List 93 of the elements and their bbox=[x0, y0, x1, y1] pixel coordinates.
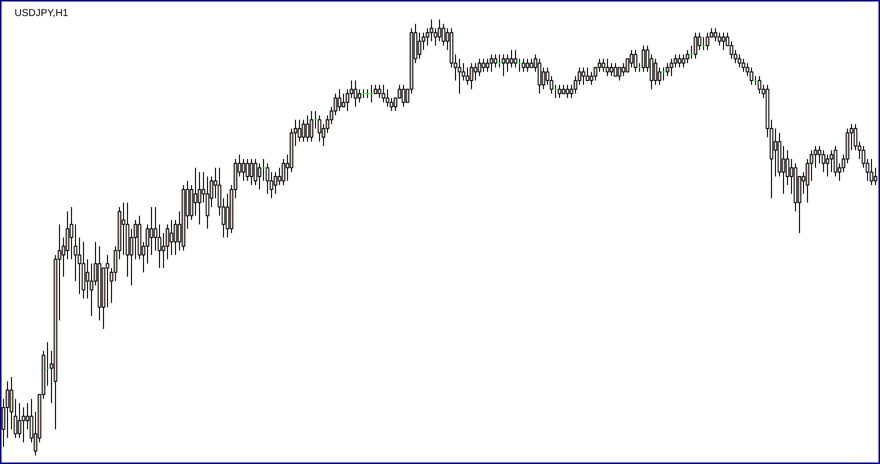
candlestick bbox=[606, 58, 610, 77]
candlestick bbox=[730, 40, 734, 60]
candlestick bbox=[442, 23, 446, 46]
candlestick bbox=[246, 158, 250, 182]
candlestick bbox=[226, 193, 230, 238]
candlestick bbox=[278, 167, 282, 186]
candlestick bbox=[174, 220, 178, 256]
candlestick bbox=[354, 80, 358, 108]
candlestick bbox=[822, 150, 826, 173]
candlestick bbox=[750, 66, 754, 86]
candlestick bbox=[758, 76, 762, 94]
candlestick bbox=[682, 54, 686, 68]
candlestick bbox=[714, 28, 718, 42]
candlestick bbox=[618, 66, 622, 82]
candlestick bbox=[302, 119, 306, 142]
candlestick bbox=[542, 66, 546, 90]
candlestick bbox=[558, 84, 562, 98]
candlestick bbox=[830, 150, 834, 173]
candlestick bbox=[738, 54, 742, 68]
candlestick bbox=[438, 19, 442, 42]
candlestick bbox=[514, 50, 518, 68]
candlestick bbox=[874, 167, 878, 186]
candlestick bbox=[22, 407, 26, 443]
candlestick bbox=[318, 114, 322, 142]
candlestick bbox=[306, 114, 310, 142]
candlestick bbox=[482, 58, 486, 72]
candlestick bbox=[194, 167, 198, 216]
candlestick bbox=[310, 110, 314, 142]
candlestick bbox=[254, 158, 258, 186]
candlestick bbox=[602, 58, 606, 72]
candlestick bbox=[538, 58, 542, 94]
candlestick bbox=[466, 66, 470, 86]
candlestick bbox=[670, 58, 674, 77]
candlestick bbox=[742, 58, 746, 72]
candlestick bbox=[654, 58, 658, 86]
candlestick bbox=[418, 32, 422, 60]
candlestick bbox=[634, 50, 638, 72]
candlestick bbox=[590, 71, 594, 86]
candlestick bbox=[458, 58, 462, 94]
candlestick bbox=[598, 58, 602, 72]
candlestick bbox=[642, 45, 646, 72]
candlestick bbox=[282, 158, 286, 186]
candlestick bbox=[526, 58, 530, 72]
candlestick bbox=[706, 32, 710, 51]
candlestick bbox=[826, 154, 830, 177]
candlestick bbox=[378, 84, 382, 98]
candlestick bbox=[722, 32, 726, 51]
candlestick bbox=[718, 32, 722, 46]
candlestick bbox=[382, 84, 386, 103]
candlestick bbox=[522, 58, 526, 72]
candlestick bbox=[698, 32, 702, 51]
candlestick bbox=[18, 402, 22, 439]
candlestick bbox=[342, 93, 346, 108]
candlestick bbox=[502, 54, 506, 77]
candlestick bbox=[478, 58, 482, 77]
candlestick bbox=[510, 50, 514, 68]
candlestick bbox=[566, 84, 570, 98]
candlestick bbox=[586, 66, 590, 82]
chart-title: USDJPY,H1 bbox=[14, 8, 69, 19]
candlestick bbox=[666, 62, 670, 77]
candlestick bbox=[258, 162, 262, 190]
candlestick bbox=[490, 54, 494, 72]
candlestick bbox=[774, 128, 778, 177]
candlestick bbox=[678, 54, 682, 68]
candlestick bbox=[430, 19, 434, 42]
candlestick bbox=[198, 172, 202, 225]
candlestick bbox=[486, 58, 490, 72]
candlestick bbox=[870, 158, 874, 186]
candlestick bbox=[106, 254, 110, 308]
candlestick bbox=[614, 62, 618, 77]
candlestick bbox=[610, 62, 614, 77]
candlestick bbox=[506, 54, 510, 72]
candlestick bbox=[274, 172, 278, 194]
candlestick bbox=[782, 145, 786, 194]
candlestick bbox=[250, 158, 254, 186]
candlestick bbox=[150, 206, 154, 256]
candlestick bbox=[266, 162, 270, 194]
candlestick bbox=[206, 176, 210, 230]
candlestick bbox=[694, 32, 698, 60]
candlestick bbox=[686, 50, 690, 64]
candlestick bbox=[474, 62, 478, 82]
candlestick bbox=[494, 54, 498, 68]
candlestick bbox=[834, 145, 838, 177]
candlestick bbox=[658, 66, 662, 86]
candlestick bbox=[470, 62, 474, 90]
candlestick bbox=[242, 158, 246, 182]
candlestick bbox=[386, 88, 390, 108]
candlestick bbox=[170, 220, 174, 256]
candlestick bbox=[298, 119, 302, 142]
candlestick bbox=[582, 66, 586, 86]
candlestick bbox=[358, 88, 362, 103]
candlestick bbox=[402, 84, 406, 108]
candlestick bbox=[338, 88, 342, 112]
